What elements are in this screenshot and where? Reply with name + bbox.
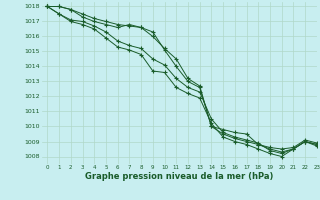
- X-axis label: Graphe pression niveau de la mer (hPa): Graphe pression niveau de la mer (hPa): [85, 172, 273, 181]
